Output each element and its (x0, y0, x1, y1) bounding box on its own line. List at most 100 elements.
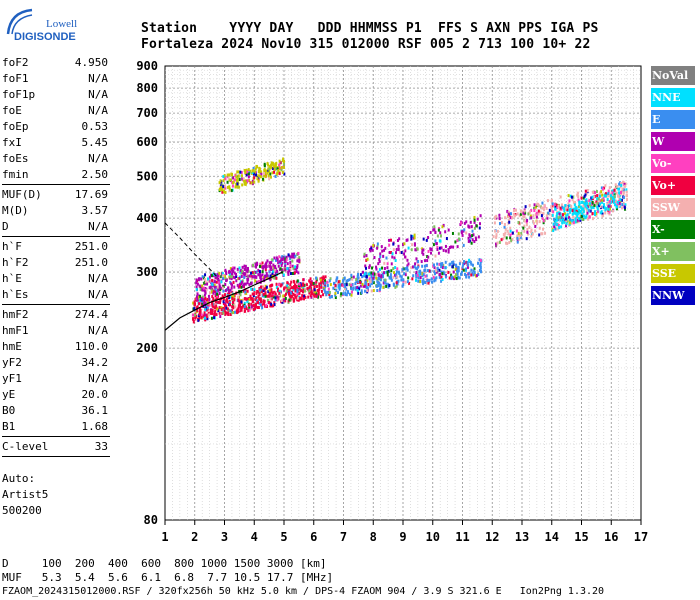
echo-point (233, 178, 236, 182)
echo-point (263, 162, 266, 166)
echo-point (418, 272, 421, 276)
echo-point (302, 285, 305, 289)
echo-point (283, 298, 286, 302)
param-name: h`F (2, 240, 22, 253)
echo-point (309, 277, 312, 281)
echo-point (198, 312, 201, 316)
echo-point (440, 246, 443, 250)
echo-point (303, 283, 306, 287)
param-row: foEp 0.53 (2, 119, 108, 135)
echo-point (292, 292, 295, 296)
echo-point (224, 190, 227, 194)
echo-point (209, 311, 212, 315)
echo-point (255, 296, 258, 300)
echo-point (403, 252, 406, 256)
echo-point (204, 291, 207, 295)
echo-point (195, 278, 198, 282)
echo-point (624, 203, 627, 207)
echo-point (306, 287, 309, 291)
echo-point (290, 286, 293, 290)
echo-point (278, 291, 281, 295)
echo-point (283, 287, 286, 291)
echo-point (566, 213, 569, 217)
param-row: foF1p N/A (2, 87, 108, 103)
echo-point (228, 178, 231, 182)
profile-curve (164, 271, 283, 331)
echo-point (216, 307, 219, 311)
echo-point (591, 217, 594, 221)
echo-point (219, 301, 222, 305)
echo-point (313, 285, 316, 289)
echo-point (522, 226, 525, 230)
echo-point (527, 212, 530, 216)
echo-point (211, 311, 214, 315)
x-tick-label: 16 (604, 530, 618, 544)
echo-point (406, 266, 409, 270)
echo-point (379, 255, 382, 259)
echo-point (242, 298, 245, 302)
echo-point (267, 174, 270, 178)
echo-point (519, 212, 522, 216)
echo-point (533, 203, 536, 207)
echo-point (226, 300, 229, 304)
echo-point (209, 309, 212, 313)
echo-point (199, 288, 202, 292)
echo-point (265, 169, 268, 173)
echo-point (338, 279, 341, 283)
echo-point (268, 167, 271, 171)
echo-point (413, 265, 416, 269)
echo-point (599, 202, 602, 206)
param-separator (2, 304, 110, 305)
echo-point (223, 184, 226, 188)
echo-point (459, 260, 462, 264)
echo-point (213, 311, 216, 315)
echo-point (316, 289, 319, 293)
echo-point (368, 265, 371, 269)
echo-point (326, 284, 329, 288)
echo-point (271, 171, 274, 175)
echo-point (275, 173, 278, 177)
echo-point (200, 313, 203, 317)
echo-point (563, 220, 566, 224)
echo-point (192, 301, 195, 305)
param-name: foEs (2, 152, 29, 165)
echo-point (224, 268, 227, 272)
echo-point (556, 216, 559, 220)
echo-point (258, 174, 261, 178)
echo-point (607, 191, 610, 195)
echo-point (221, 276, 224, 280)
echo-point (243, 267, 246, 271)
echo-point (276, 295, 279, 299)
echo-point (503, 222, 506, 226)
echo-point (292, 299, 295, 303)
echo-point (467, 263, 470, 267)
echo-point (552, 222, 555, 226)
echo-point (320, 289, 323, 293)
echo-point (270, 266, 273, 270)
echo-point (473, 272, 476, 276)
echo-point (257, 273, 260, 277)
echo-point (216, 285, 219, 289)
echo-point (378, 258, 381, 262)
echo-point (586, 188, 589, 192)
echo-point (334, 291, 337, 295)
echo-point (218, 306, 221, 310)
echo-point (255, 265, 258, 269)
echo-point (264, 304, 267, 308)
echo-point (318, 284, 321, 288)
echo-point (288, 298, 291, 302)
echo-point (256, 305, 259, 309)
echo-point (273, 303, 276, 307)
echo-point (626, 198, 629, 202)
echo-point (278, 260, 281, 264)
echo-point (370, 247, 373, 251)
echo-point (248, 306, 251, 310)
echo-point (370, 271, 373, 275)
echo-point (370, 289, 373, 293)
echo-point (372, 289, 375, 293)
echo-point (596, 194, 599, 198)
echo-point (533, 209, 536, 213)
echo-point (317, 293, 320, 297)
echo-point (447, 250, 450, 254)
echo-point (573, 209, 576, 213)
